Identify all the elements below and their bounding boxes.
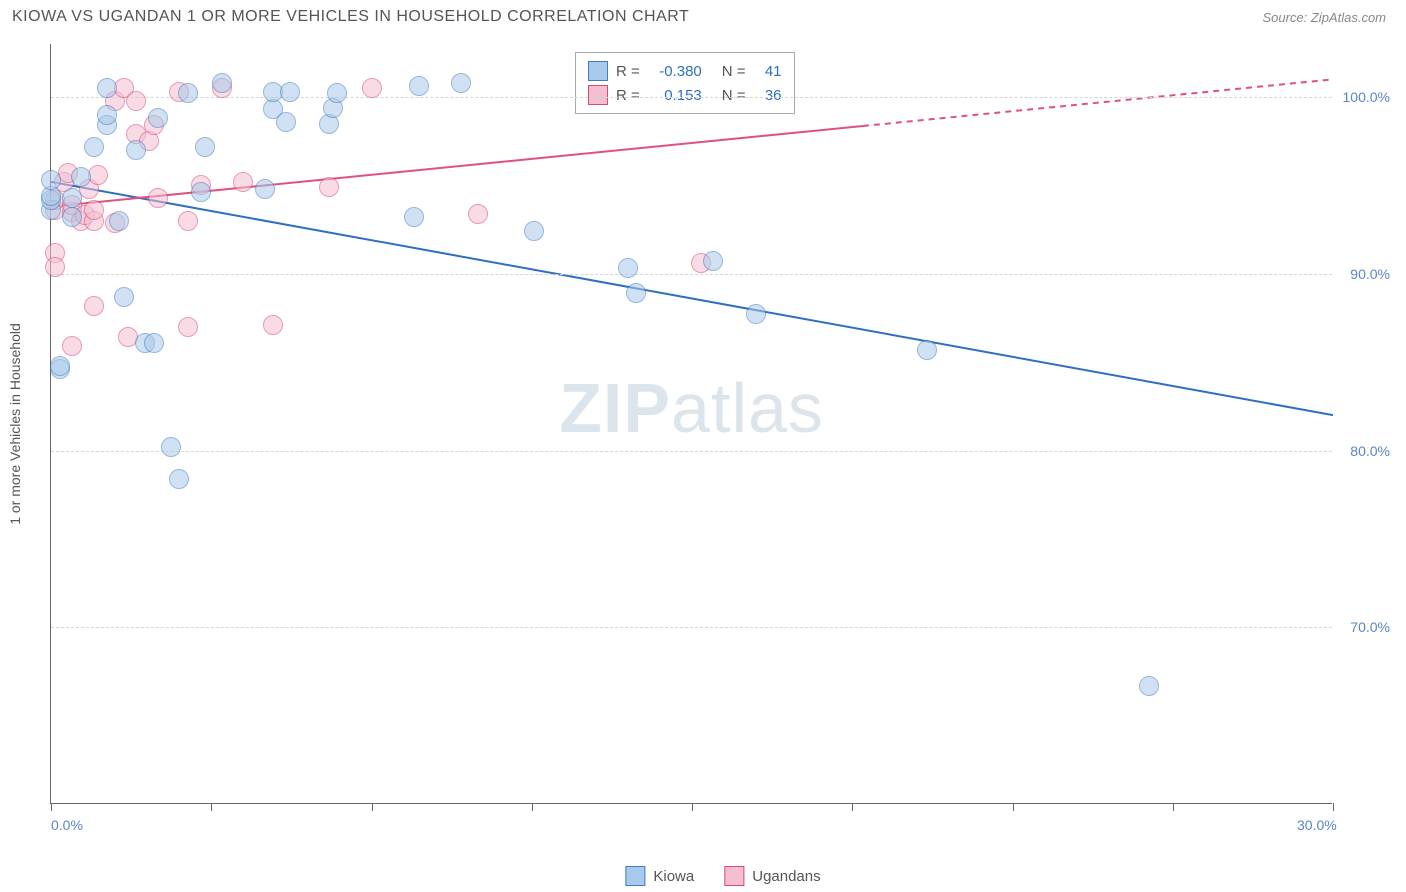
x-tick-label: 30.0%: [1297, 817, 1337, 833]
gridline: [51, 274, 1332, 275]
series-legend-item: Ugandans: [724, 866, 820, 886]
trend-line-extrapolated: [863, 79, 1333, 126]
x-tick: [692, 803, 693, 811]
data-point: [148, 188, 168, 208]
trend-line: [51, 182, 1333, 415]
data-point: [626, 283, 646, 303]
data-point: [97, 78, 117, 98]
x-tick: [211, 803, 212, 811]
data-point: [114, 287, 134, 307]
data-point: [41, 170, 61, 190]
data-point: [191, 182, 211, 202]
data-point: [88, 165, 108, 185]
data-point: [71, 167, 91, 187]
x-tick: [1333, 803, 1334, 811]
x-tick: [1013, 803, 1014, 811]
data-point: [327, 83, 347, 103]
series-legend-item: Kiowa: [625, 866, 694, 886]
legend-swatch: [724, 866, 744, 886]
data-point: [319, 177, 339, 197]
data-point: [178, 83, 198, 103]
data-point: [62, 188, 82, 208]
y-tick-label: 80.0%: [1350, 443, 1390, 459]
data-point: [618, 258, 638, 278]
data-point: [1139, 676, 1159, 696]
legend-n-label: N =: [722, 87, 746, 104]
data-point: [917, 340, 937, 360]
legend-r-value: -0.380: [648, 63, 702, 80]
data-point: [178, 211, 198, 231]
legend-r-label: R =: [616, 87, 640, 104]
data-point: [148, 108, 168, 128]
data-point: [212, 73, 232, 93]
data-point: [703, 251, 723, 271]
data-point: [746, 304, 766, 324]
series-name: Ugandans: [752, 868, 820, 885]
data-point: [50, 356, 70, 376]
data-point: [62, 207, 82, 227]
legend-swatch: [588, 85, 608, 105]
x-tick: [372, 803, 373, 811]
series-legend: Kiowa Ugandans: [625, 866, 820, 886]
data-point: [144, 333, 164, 353]
legend-row: R = -0.380 N = 41: [588, 59, 782, 83]
data-point: [126, 91, 146, 111]
data-point: [84, 296, 104, 316]
gridline: [51, 451, 1332, 452]
scatter-plot: 1 or more Vehicles in Household ZIPatlas…: [50, 44, 1332, 804]
legend-row: R = 0.153 N = 36: [588, 83, 782, 107]
y-tick-label: 70.0%: [1350, 619, 1390, 635]
data-point: [62, 336, 82, 356]
data-point: [195, 137, 215, 157]
gridline: [51, 627, 1332, 628]
legend-n-value: 36: [754, 87, 782, 104]
y-tick-label: 100.0%: [1343, 89, 1390, 105]
data-point: [276, 112, 296, 132]
x-tick: [532, 803, 533, 811]
y-tick-label: 90.0%: [1350, 266, 1390, 282]
data-point: [178, 317, 198, 337]
data-point: [109, 211, 129, 231]
x-tick: [51, 803, 52, 811]
data-point: [169, 469, 189, 489]
data-point: [404, 207, 424, 227]
series-name: Kiowa: [653, 868, 694, 885]
chart-title: KIOWA VS UGANDAN 1 OR MORE VEHICLES IN H…: [12, 8, 689, 26]
data-point: [280, 82, 300, 102]
data-point: [233, 172, 253, 192]
legend-n-value: 41: [754, 63, 782, 80]
data-point: [362, 78, 382, 98]
x-tick: [1173, 803, 1174, 811]
legend-swatch: [588, 61, 608, 81]
data-point: [84, 200, 104, 220]
y-axis-label: 1 or more Vehicles in Household: [7, 323, 23, 525]
legend-r-value: 0.153: [648, 87, 702, 104]
data-point: [97, 105, 117, 125]
data-point: [409, 76, 429, 96]
gridline: [51, 97, 1332, 98]
legend-r-label: R =: [616, 63, 640, 80]
data-point: [84, 137, 104, 157]
data-point: [263, 315, 283, 335]
x-tick-label: 0.0%: [51, 817, 83, 833]
data-point: [255, 179, 275, 199]
source-label: Source: ZipAtlas.com: [1262, 10, 1386, 25]
data-point: [45, 257, 65, 277]
data-point: [451, 73, 471, 93]
legend-n-label: N =: [722, 63, 746, 80]
x-tick: [852, 803, 853, 811]
data-point: [468, 204, 488, 224]
data-point: [126, 140, 146, 160]
data-point: [161, 437, 181, 457]
correlation-legend: R = -0.380 N = 41 R = 0.153 N = 36: [575, 52, 795, 114]
legend-swatch: [625, 866, 645, 886]
data-point: [524, 221, 544, 241]
trend-line: [51, 126, 863, 207]
